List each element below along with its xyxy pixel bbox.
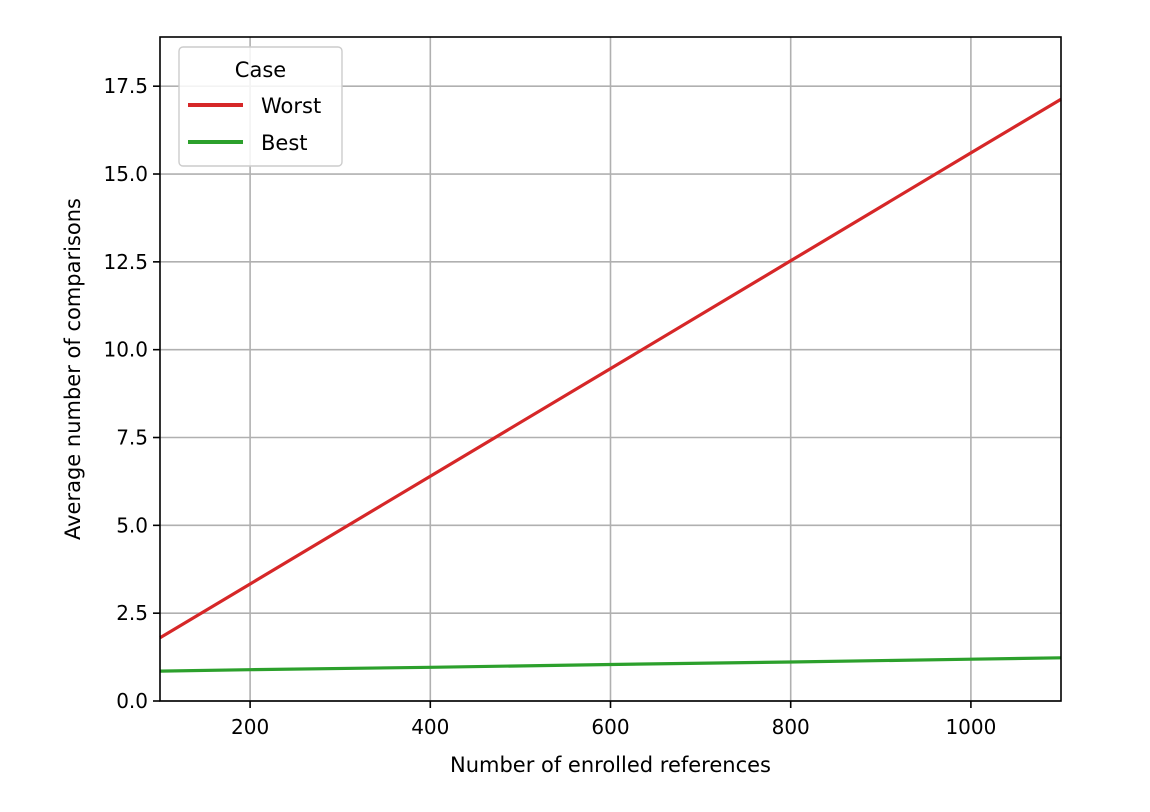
x-axis-label: Number of enrolled references bbox=[450, 753, 771, 777]
x-tick-label: 200 bbox=[231, 715, 269, 739]
legend-box bbox=[178, 46, 343, 167]
series-line-worst bbox=[159, 97, 1062, 640]
legend-label-worst: Worst bbox=[261, 94, 321, 118]
y-tick-label: 17.5 bbox=[103, 74, 148, 98]
x-tick-label: 800 bbox=[772, 715, 810, 739]
series-line-best bbox=[159, 656, 1062, 673]
x-tick-label: 1000 bbox=[945, 715, 996, 739]
legend-label-best: Best bbox=[261, 131, 308, 155]
axis-ticks: 200 400 600 800 1000 0.0 2.5 5.0 7.5 10.0 12.5 15.0… bbox=[103, 74, 996, 739]
legend: Case Worst Best bbox=[178, 46, 343, 167]
legend-title: Case bbox=[235, 58, 286, 82]
y-tick-label: 7.5 bbox=[116, 426, 148, 450]
y-tick-label: 15.0 bbox=[103, 162, 148, 186]
series-lines bbox=[159, 97, 1062, 673]
y-tick-label: 5.0 bbox=[116, 513, 148, 537]
y-tick-label: 2.5 bbox=[116, 601, 148, 625]
legend-items: Worst Best bbox=[188, 94, 321, 155]
y-tick-label: 10.0 bbox=[103, 338, 148, 362]
y-tick-label: 12.5 bbox=[103, 250, 148, 274]
x-tick-label: 600 bbox=[591, 715, 629, 739]
y-tick-label: 0.0 bbox=[116, 689, 148, 713]
y-axis-label: Average number of comparisons bbox=[61, 198, 85, 540]
x-tick-label: 400 bbox=[411, 715, 449, 739]
